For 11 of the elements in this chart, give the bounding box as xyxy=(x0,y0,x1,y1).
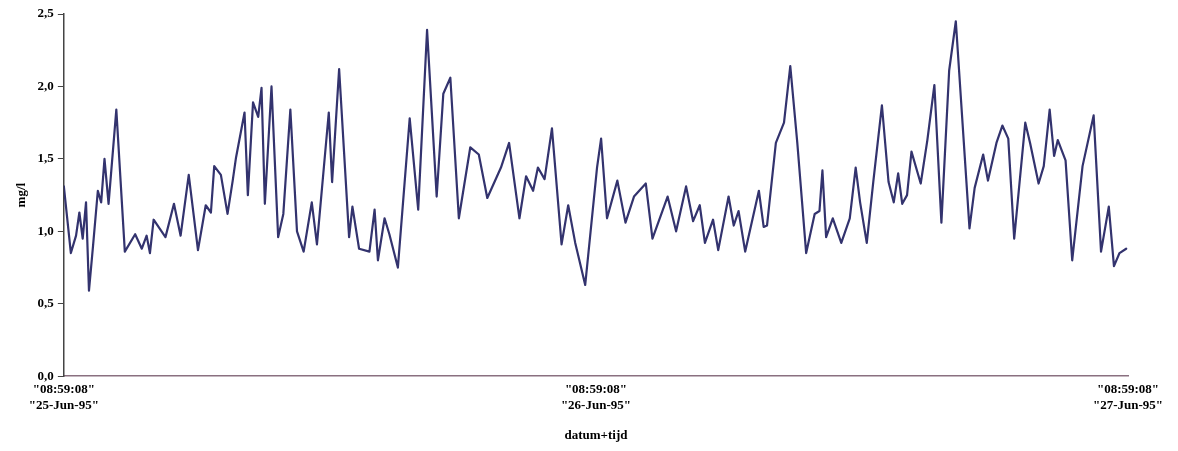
y-tick-label: 0,5 xyxy=(37,295,55,311)
y-tick-label: 1,0 xyxy=(37,222,54,238)
x-axis-title: datum+tijd xyxy=(564,426,629,442)
y-tick-label: 0,0 xyxy=(37,367,54,383)
x-tick-label: "08:59:08" "27-Jun-95" xyxy=(1092,381,1164,412)
y-tick-label: 2,0 xyxy=(37,77,54,93)
x-tick-label: "08:59:08" "25-Jun-95" xyxy=(28,381,99,412)
y-axis-title: mg/l xyxy=(13,182,29,208)
y-tick-label: 2,5 xyxy=(37,5,55,21)
x-tick-label: "08:59:08" "26-Jun-95" xyxy=(560,381,631,412)
y-tick-label: 1,5 xyxy=(37,150,55,166)
